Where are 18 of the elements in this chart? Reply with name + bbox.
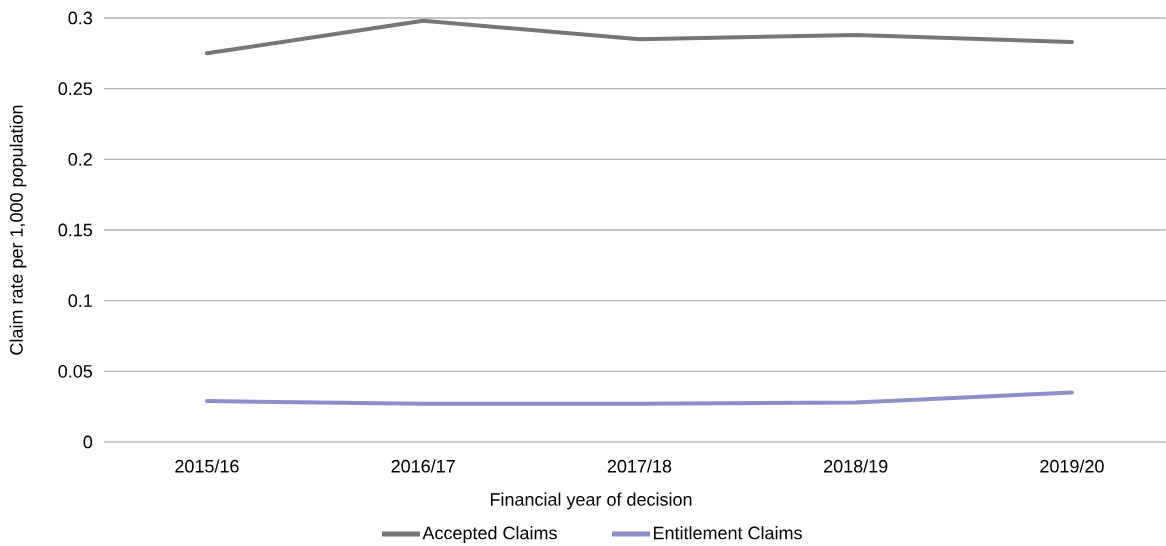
line-series <box>204 390 1074 406</box>
y-tick-label: 0.05 <box>58 364 93 378</box>
x-tick-label: 2015/16 <box>175 459 239 473</box>
x-tick-label: 2017/18 <box>607 459 672 473</box>
line-series <box>204 18 1074 56</box>
y-tick-label: 0.25 <box>58 82 93 96</box>
y-axis-title: Claim rate per 1,000 population <box>9 105 27 355</box>
x-tick-label: 2018/19 <box>824 459 888 473</box>
legend-label: Accepted Claims <box>422 526 557 543</box>
y-tick-label: 0.2 <box>68 152 92 166</box>
x-tick-label: 2016/17 <box>391 459 455 473</box>
legend-label: Entitlement Claims <box>653 526 802 540</box>
y-tick-label: 0.1 <box>68 294 92 308</box>
y-tick-label: 0.15 <box>58 223 93 237</box>
y-tick-label: 0 <box>83 435 93 449</box>
x-tick-label: 2019/20 <box>1040 459 1104 473</box>
y-tick-label: 0.3 <box>68 11 93 25</box>
x-axis-title: Financial year of decision <box>490 492 692 510</box>
